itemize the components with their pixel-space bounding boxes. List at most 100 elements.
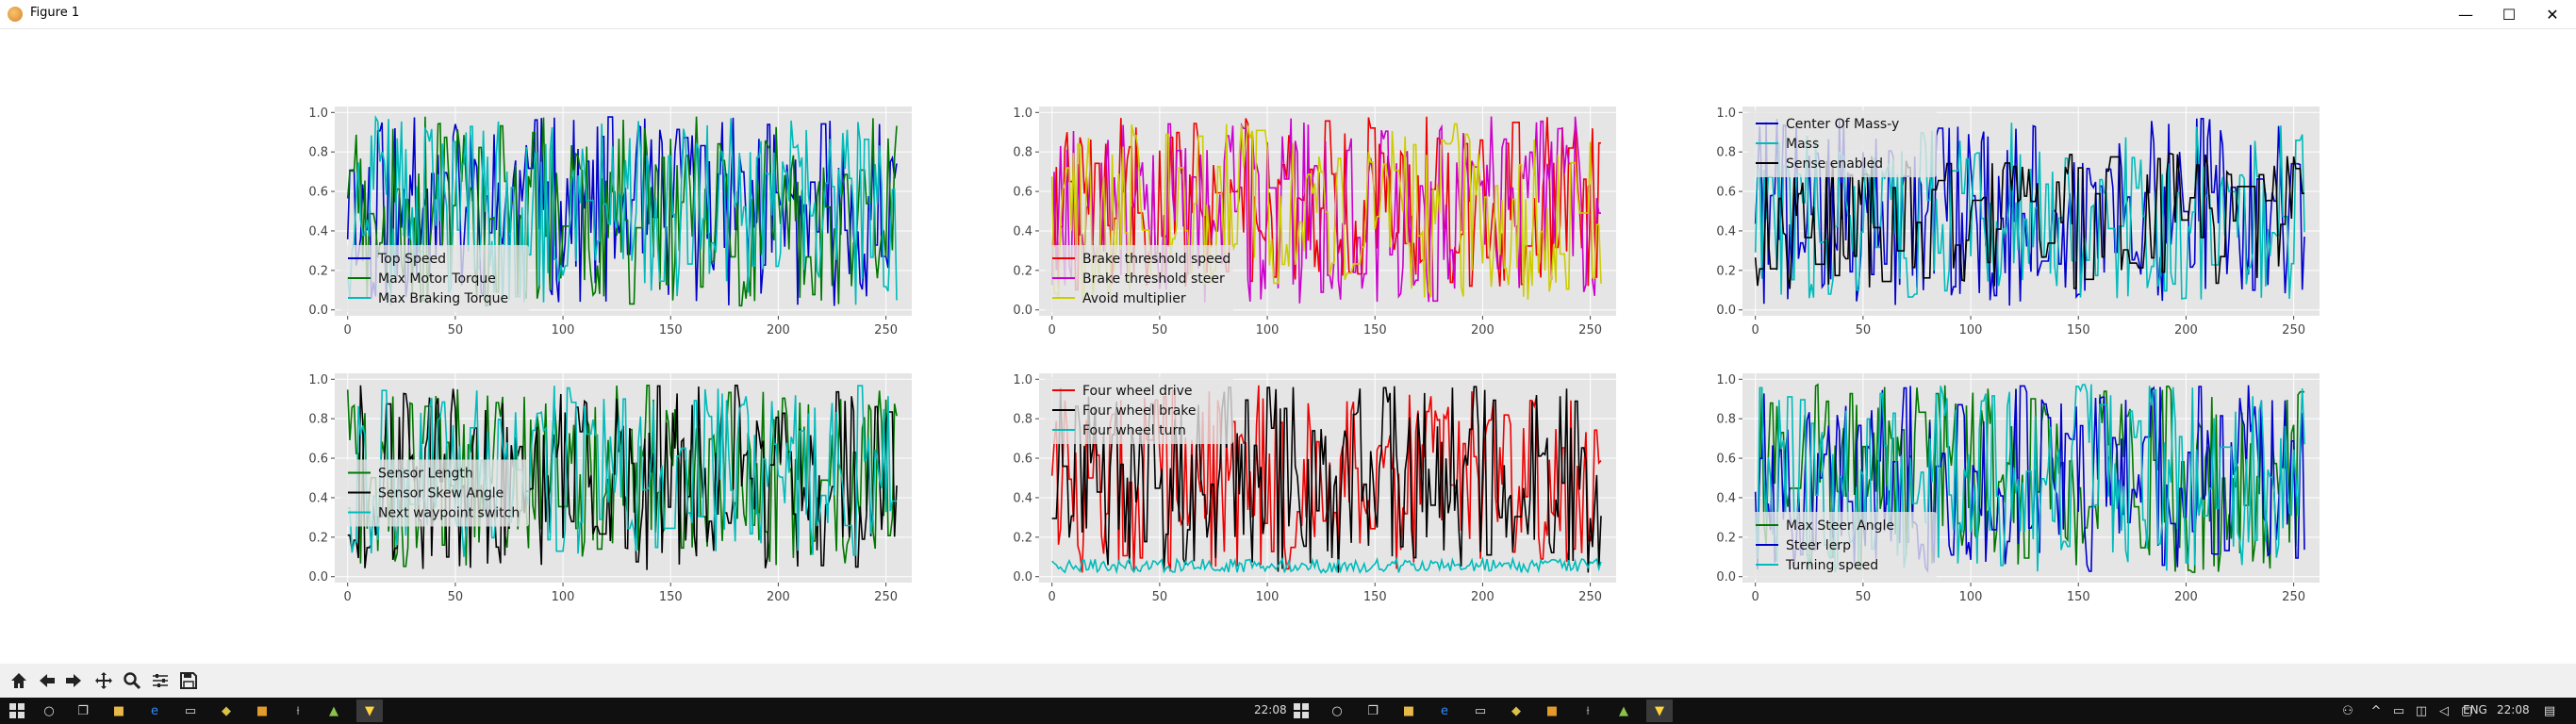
- legend-label: Next waypoint switch: [378, 506, 520, 521]
- show-hidden-icons-button[interactable]: ^: [2363, 699, 2389, 722]
- x-tick-label: 250: [1578, 590, 1602, 604]
- y-tick-label: 0.6: [1716, 186, 1736, 200]
- start-button-2[interactable]: [1288, 699, 1314, 722]
- configure-subplots-button[interactable]: [147, 667, 173, 694]
- maximize-button[interactable]: ☐: [2487, 0, 2531, 28]
- x-tick-label: 150: [659, 323, 683, 337]
- pan-button[interactable]: [91, 667, 117, 694]
- series-line-3: [1051, 555, 1602, 575]
- people-button[interactable]: ⚇: [2335, 699, 2361, 722]
- y-tick-label: 0.4: [1013, 224, 1032, 239]
- legend-box: [1045, 377, 1233, 444]
- close-button[interactable]: ✕: [2531, 0, 2574, 28]
- app-button-4[interactable]: ▲: [321, 699, 347, 722]
- y-tick-label: 0.0: [1013, 304, 1032, 318]
- x-tick-label: 250: [2282, 590, 2305, 604]
- legend-label: Sense enabled: [1786, 156, 1883, 172]
- series-line-3: [1754, 384, 2305, 573]
- x-tick-label: 50: [448, 590, 464, 604]
- x-tick-label: 0: [344, 323, 352, 337]
- volume-button[interactable]: ◁: [2431, 699, 2457, 722]
- y-tick-label: 0.2: [1013, 531, 1032, 545]
- x-tick-label: 100: [1256, 323, 1280, 337]
- app-button-2[interactable]: ■: [249, 699, 275, 722]
- app-button-7[interactable]: ⟊: [1575, 699, 1601, 722]
- series-line-3: [1754, 153, 2304, 289]
- series-line-1: [1051, 116, 1601, 291]
- forward-button[interactable]: [60, 667, 87, 694]
- app-button-5[interactable]: ◆: [1503, 699, 1529, 722]
- start-button[interactable]: [4, 699, 30, 722]
- folder-icon-2: ■: [1402, 703, 1415, 718]
- action-center-button[interactable]: ▤: [2536, 699, 2563, 722]
- legend-label: Center Of Mass-y: [1786, 117, 1899, 132]
- battery-button[interactable]: ▭: [2386, 699, 2412, 722]
- minimize-button[interactable]: —: [2444, 0, 2487, 28]
- app-button-6[interactable]: ■: [1539, 699, 1565, 722]
- app-button-3[interactable]: ⟊: [285, 699, 311, 722]
- subplot-2: 0 50 100 150 200 250 0.0 0.2 0.4 0.6 0.8 1.0 Brake t…: [1013, 107, 1616, 337]
- windows-logo-icon-2: [1294, 703, 1309, 718]
- legend-label: Four wheel drive: [1082, 384, 1193, 399]
- terminal-button[interactable]: ▭: [177, 699, 204, 722]
- network-icon: ◫: [2415, 703, 2428, 718]
- search-button-2[interactable]: ○: [1324, 699, 1350, 722]
- x-tick-label: 50: [1152, 590, 1168, 604]
- file-explorer-button[interactable]: ■: [106, 699, 132, 722]
- back-button[interactable]: [34, 667, 60, 694]
- search-button[interactable]: ○: [36, 699, 62, 722]
- home-button[interactable]: [6, 667, 32, 694]
- x-tick-label: 0: [1049, 323, 1056, 337]
- legend: Four wheel drive Four wheel brake Four whe…: [1045, 377, 1233, 444]
- edge-browser-button-2[interactable]: e: [1431, 699, 1458, 722]
- language-indicator[interactable]: ENG: [2463, 703, 2487, 716]
- x-tick-label: 150: [1363, 590, 1387, 604]
- edge-browser-button[interactable]: e: [141, 699, 168, 722]
- close-icon: ✕: [2546, 5, 2559, 24]
- zoom-button[interactable]: [119, 667, 145, 694]
- python-figure-button-2[interactable]: ▼: [1646, 699, 1673, 722]
- x-tick-label: 200: [2174, 590, 2198, 604]
- navigation-toolbar: [0, 664, 2576, 698]
- legend-label: Steer lerp: [1786, 538, 1851, 553]
- back-icon: [40, 674, 55, 687]
- y-tick-label: 0.2: [308, 264, 328, 278]
- taskbar-clock[interactable]: 22:08: [2497, 703, 2530, 716]
- y-tick-label: 0.0: [1013, 570, 1032, 584]
- y-tick-label: 0.8: [308, 413, 328, 427]
- title-bar: Figure 1 — ☐ ✕: [0, 0, 2576, 29]
- series-line-2: [1754, 123, 2305, 301]
- legend-box: [340, 245, 529, 312]
- x-tick-label: 100: [552, 590, 575, 604]
- app-icon-3: ⟊: [296, 703, 300, 718]
- terminal-button-2[interactable]: ▭: [1467, 699, 1494, 722]
- task-view-button[interactable]: ❐: [70, 699, 96, 722]
- monitor-button[interactable]: ▢: [2453, 699, 2480, 722]
- folder-icon: ■: [112, 703, 125, 718]
- series-line-3: [347, 385, 897, 557]
- y-tick-label: 0.6: [308, 186, 328, 200]
- search-circle-icon-2: ○: [1331, 703, 1343, 718]
- x-tick-label: 50: [448, 323, 464, 337]
- figure-canvas[interactable]: 0 50 100 150 200 250 0.0 0.2 0.4 0.6 0.8 1.0 Top Spe…: [0, 29, 2576, 664]
- minimize-icon: —: [2458, 5, 2473, 24]
- file-explorer-button-2[interactable]: ■: [1395, 699, 1422, 722]
- chevron-up-icon: ^: [2370, 703, 2382, 718]
- terminal-icon-2: ▭: [1474, 703, 1487, 718]
- forward-icon: [66, 674, 81, 687]
- legend-box: [1045, 245, 1233, 312]
- x-tick-label: 100: [1959, 590, 1983, 604]
- task-view-button-2[interactable]: ❐: [1360, 699, 1386, 722]
- python-icon: ▼: [365, 703, 374, 718]
- network-button[interactable]: ◫: [2408, 699, 2435, 722]
- y-tick-label: 0.6: [308, 452, 328, 467]
- app-button-1[interactable]: ◆: [213, 699, 239, 722]
- legend-box: [340, 459, 529, 527]
- configure-subplots-icon: [153, 674, 168, 687]
- series-line-2: [1051, 386, 1602, 573]
- x-tick-label: 150: [1363, 323, 1387, 337]
- app-button-8[interactable]: ▲: [1610, 699, 1637, 722]
- python-figure-button[interactable]: ▼: [356, 699, 383, 722]
- save-button[interactable]: [175, 667, 202, 694]
- maximize-icon: ☐: [2502, 5, 2517, 24]
